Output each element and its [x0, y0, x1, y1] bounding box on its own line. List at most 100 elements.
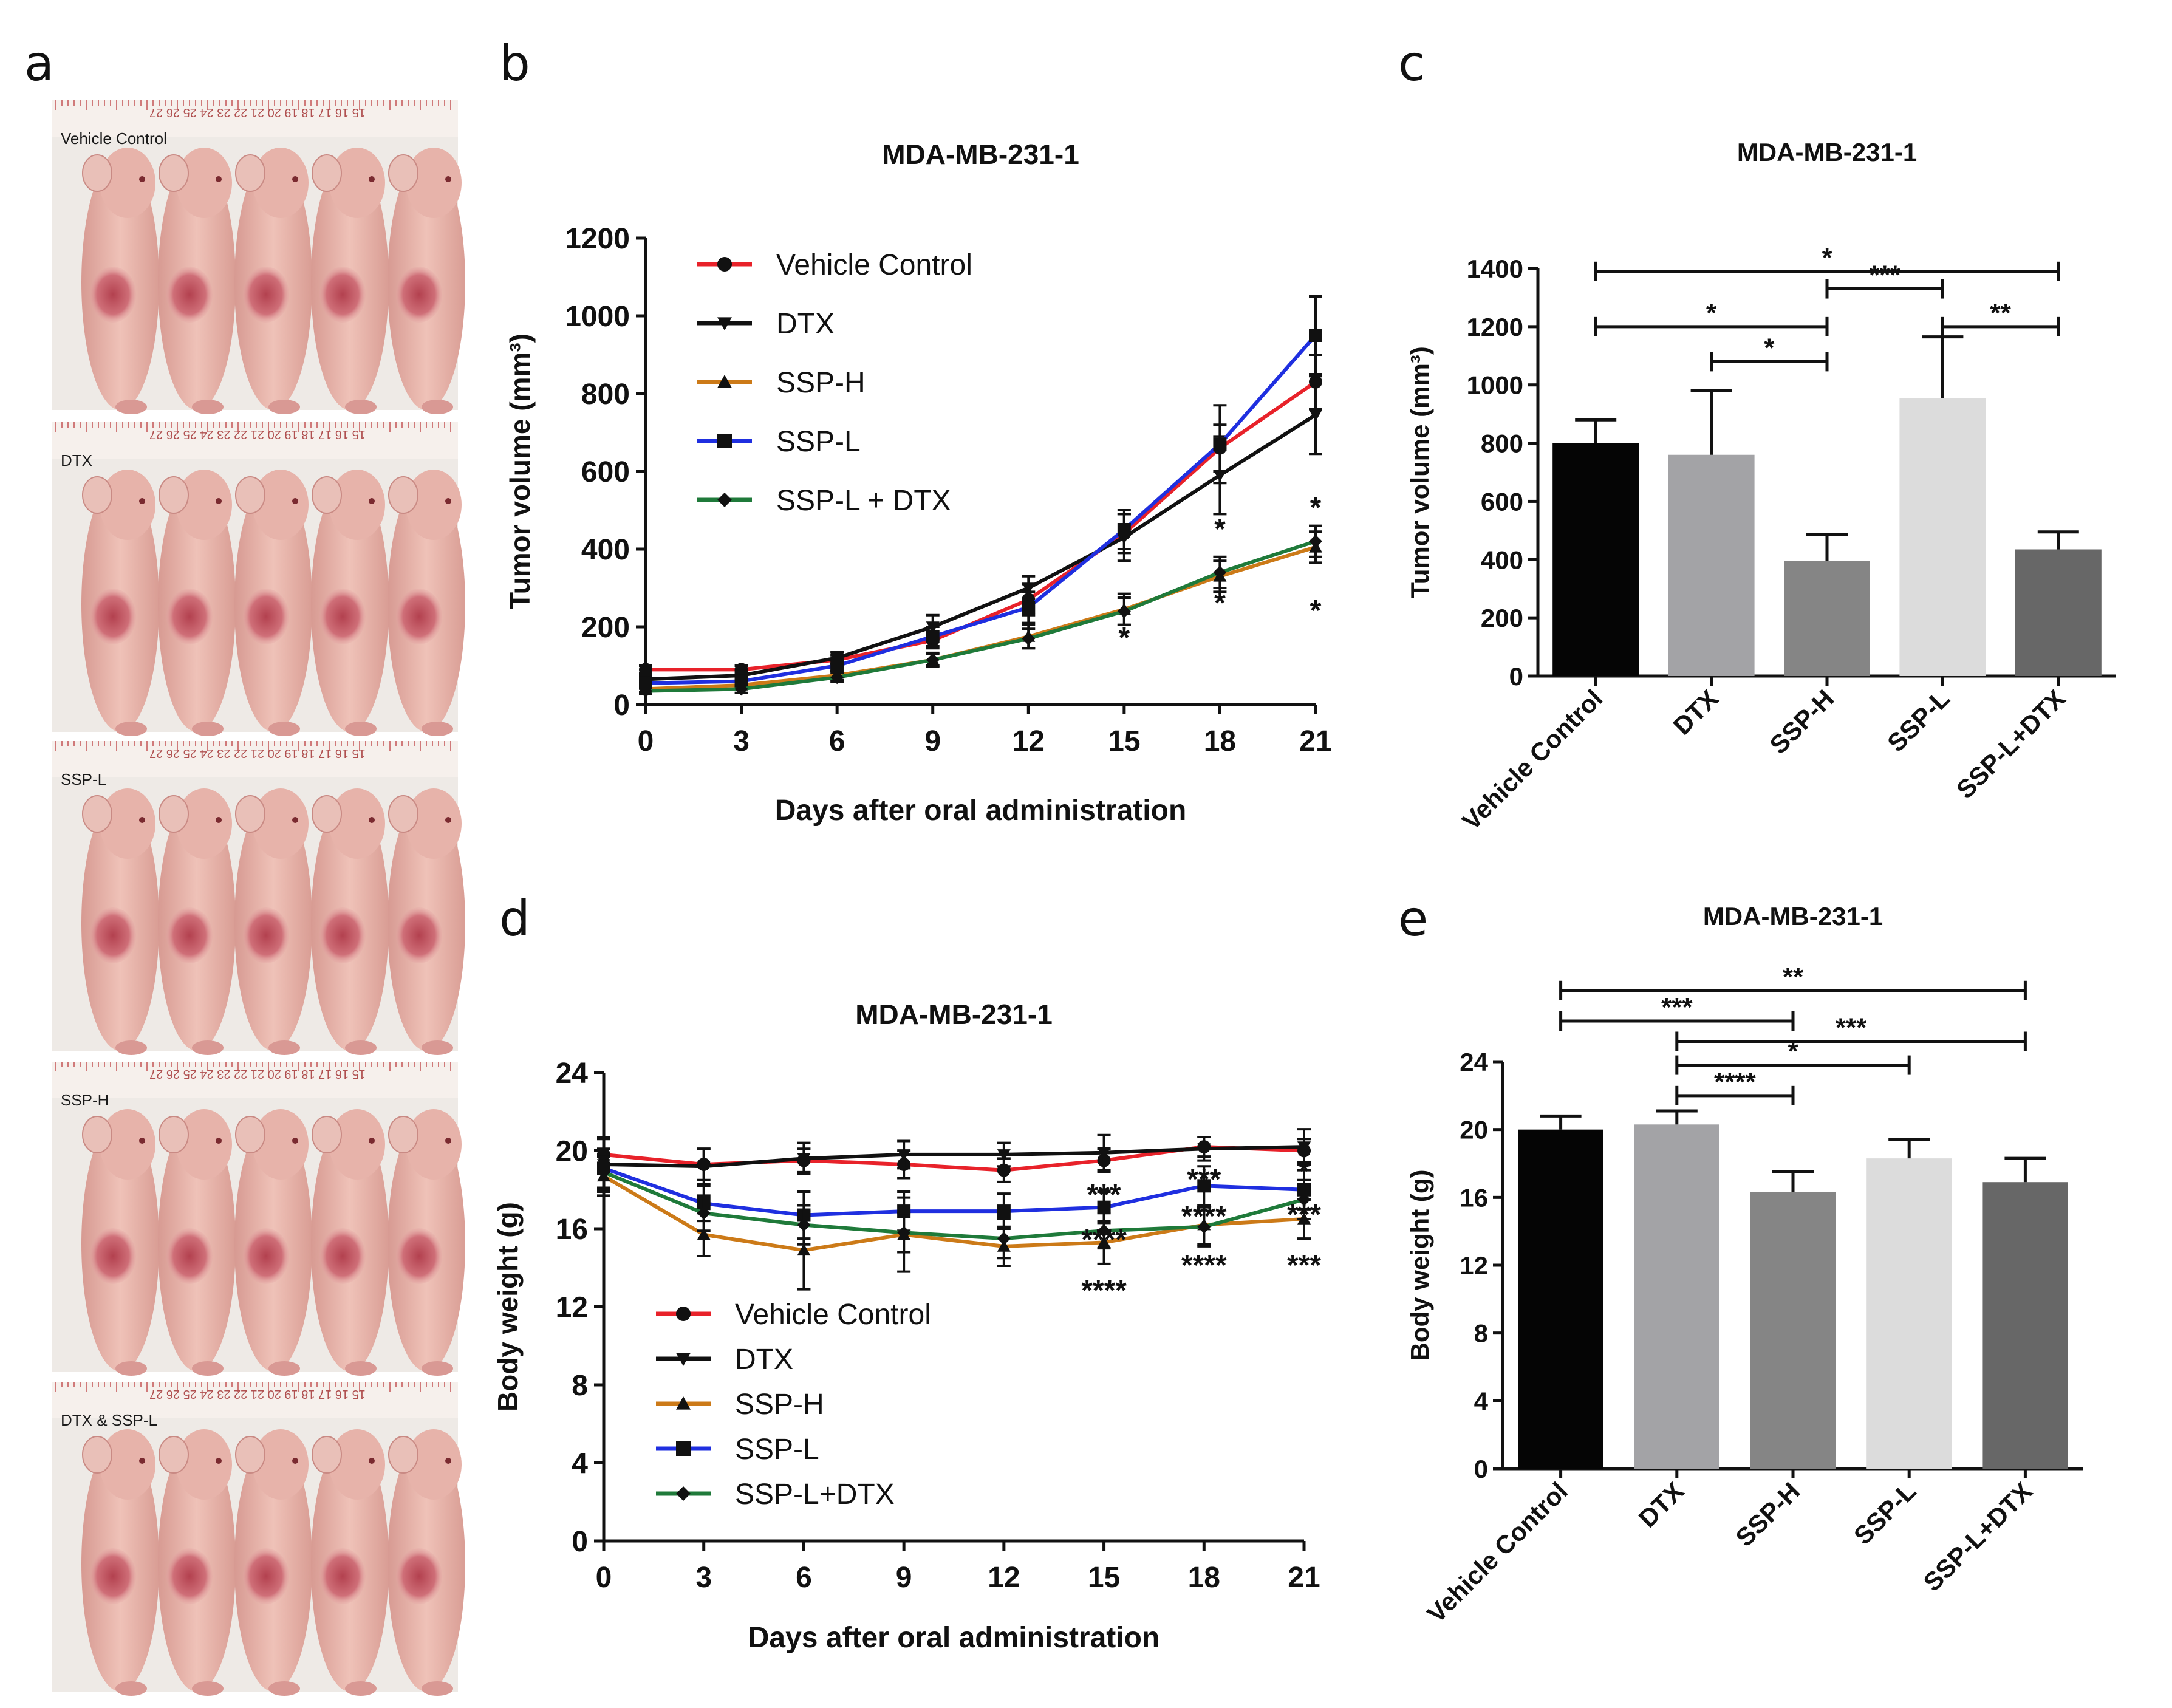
- data-point: [797, 1153, 811, 1166]
- mouse-foot: [268, 1681, 300, 1696]
- legend-marker: [676, 1307, 691, 1321]
- ruler-numbers: 15 16 17 18 19 20 21 22 23 24 25 26 27: [149, 1067, 366, 1081]
- significance-annotation: ***: [1087, 1179, 1121, 1211]
- mouse-foot: [422, 722, 453, 736]
- y-tick-label: 0: [1509, 662, 1523, 691]
- mouse-ear: [388, 1436, 418, 1474]
- bar: [1668, 454, 1755, 676]
- y-tick-label: 0: [572, 1526, 588, 1558]
- mouse-ear: [312, 154, 342, 192]
- panel-letter-b: b: [499, 35, 530, 92]
- mouse-foot: [192, 722, 224, 736]
- significance-label: ***: [1870, 261, 1901, 290]
- mouse-ear: [388, 1116, 418, 1153]
- y-tick-label: 8: [1474, 1319, 1488, 1348]
- legend-marker: [676, 1353, 691, 1366]
- mouse-foot: [422, 1681, 453, 1696]
- photo-label: SSP-L: [61, 770, 106, 788]
- y-axis-label: Tumor volume (mm³): [1405, 346, 1434, 598]
- x-tick-label: 0: [638, 725, 654, 757]
- x-axis-label: Days after oral administration: [748, 1622, 1160, 1654]
- data-point: [1022, 582, 1036, 595]
- significance-annotation: ****: [1081, 1275, 1127, 1307]
- tumor: [396, 907, 442, 963]
- significance-annotation: ****: [1081, 1224, 1127, 1256]
- bar: [1552, 443, 1639, 676]
- mouse-eye: [292, 817, 298, 823]
- significance-label: *: [1822, 243, 1832, 273]
- category-label: SSP-L+DTX: [1918, 1477, 2037, 1596]
- y-tick-label: 400: [1481, 545, 1523, 574]
- tumor: [166, 589, 213, 644]
- mouse-ear: [312, 476, 342, 514]
- mouse-foot: [115, 722, 147, 736]
- mouse-photo: 15 16 17 18 19 20 21 22 23 24 25 26 27 DT…: [52, 422, 465, 736]
- mouse-ear: [235, 1116, 265, 1153]
- x-tick-label: 0: [596, 1562, 612, 1594]
- x-tick-label: 12: [988, 1562, 1020, 1594]
- mouse-eye: [445, 1458, 451, 1464]
- x-tick-label: 3: [695, 1562, 712, 1594]
- mouse-head: [406, 470, 462, 540]
- legend-marker: [676, 1441, 691, 1456]
- tumor: [90, 267, 136, 323]
- data-point: [797, 1218, 811, 1232]
- tumor: [243, 589, 289, 644]
- x-tick-label: 15: [1108, 725, 1140, 757]
- mouse-eye: [216, 1138, 222, 1144]
- legend-label: Vehicle Control: [776, 249, 972, 281]
- bar: [1899, 398, 1986, 676]
- data-point: [1022, 632, 1036, 646]
- mouse-foot: [268, 1361, 300, 1376]
- bar: [1518, 1129, 1603, 1469]
- y-tick-label: 800: [1481, 429, 1523, 458]
- mouse-ear: [159, 1116, 189, 1153]
- mouse-ear: [312, 1436, 342, 1474]
- photo-label: DTX: [61, 451, 92, 470]
- y-tick-label: 16: [556, 1214, 588, 1246]
- y-tick-label: 12: [556, 1292, 588, 1324]
- mouse-foot: [422, 400, 453, 414]
- series-line: [603, 1170, 1305, 1241]
- mouse-foot: [192, 400, 224, 414]
- data-point: [639, 684, 652, 698]
- mouse-head: [176, 788, 232, 859]
- significance-label: **: [1783, 962, 1804, 992]
- significance-annotation: ***: [1287, 1249, 1321, 1282]
- mouse-foot: [345, 1040, 377, 1055]
- chart-title: MDA-MB-231-1: [882, 138, 1079, 170]
- data-point: [1097, 1224, 1111, 1238]
- y-tick-label: 20: [1460, 1116, 1488, 1144]
- data-point: [639, 676, 652, 690]
- mouse-photo-column: 15 16 17 18 19 20 21 22 23 24 25 26 27 Ve…: [52, 100, 465, 1696]
- data-point: [1213, 437, 1227, 451]
- y-axis-label: Tumor volume (mm³): [504, 333, 536, 609]
- data-point: [639, 663, 652, 677]
- mouse-foot: [268, 1040, 300, 1055]
- significance-annotation: *: [1214, 587, 1226, 619]
- tumor: [319, 589, 366, 644]
- mouse-eye: [139, 817, 145, 823]
- data-point: [1197, 1220, 1211, 1234]
- tumor: [243, 267, 289, 323]
- mouse-head: [406, 1429, 462, 1500]
- legend-marker: [717, 375, 732, 388]
- mouse-head: [176, 148, 232, 218]
- mouse-foot: [345, 400, 377, 414]
- data-point: [1117, 604, 1131, 618]
- mouse-head: [329, 788, 385, 859]
- mouse-head: [253, 470, 309, 540]
- mouse-eye: [445, 1138, 451, 1144]
- mouse-ear: [312, 1116, 342, 1153]
- mouse-head: [406, 1109, 462, 1180]
- mouse-eye: [369, 176, 375, 182]
- data-point: [1309, 329, 1322, 342]
- mouse-head: [176, 1109, 232, 1180]
- mouse-head: [329, 1109, 385, 1180]
- mouse-head: [253, 1109, 309, 1180]
- y-tick-label: 200: [1481, 604, 1523, 632]
- category-label: SSP-L+DTX: [1951, 684, 2071, 804]
- bar: [1750, 1192, 1836, 1469]
- tumor: [166, 907, 213, 963]
